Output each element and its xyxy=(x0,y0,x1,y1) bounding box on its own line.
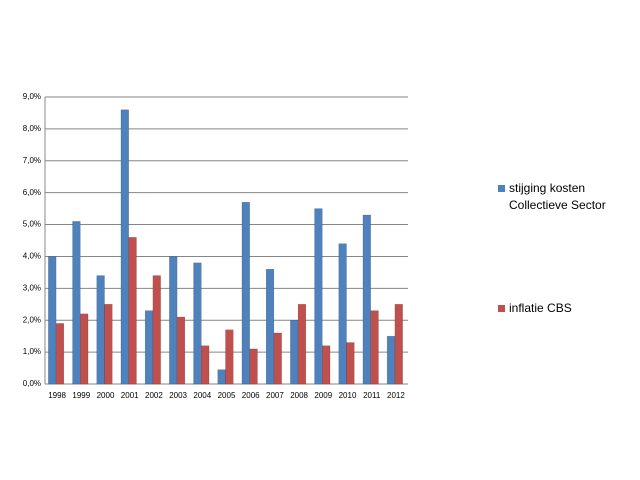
legend-label: stijging kosten Collectieve Sector xyxy=(509,181,606,212)
x-tick-label: 2005 xyxy=(218,391,236,400)
bar xyxy=(55,323,65,385)
bar xyxy=(120,109,129,385)
bar xyxy=(72,221,81,385)
bar xyxy=(265,268,275,385)
bar xyxy=(225,329,234,385)
x-tick-label: 1999 xyxy=(72,391,90,400)
y-tick-label: 4,0% xyxy=(23,252,41,261)
bar xyxy=(338,243,347,385)
bar xyxy=(104,304,113,385)
bar xyxy=(80,313,89,385)
bar xyxy=(386,335,396,385)
x-tick-label: 2000 xyxy=(97,391,115,400)
x-tick-label: 2009 xyxy=(314,391,332,400)
bar xyxy=(346,342,355,385)
legend-swatch xyxy=(498,185,505,192)
x-tick-label: 1998 xyxy=(48,391,66,400)
bar xyxy=(176,316,186,385)
bar xyxy=(273,332,282,385)
bar xyxy=(96,275,105,385)
legend-swatch xyxy=(498,305,505,312)
y-tick-label: 0,0% xyxy=(23,379,41,388)
bar xyxy=(290,319,299,385)
x-tick-label: 2003 xyxy=(169,391,187,400)
bar xyxy=(241,201,250,385)
y-tick-label: 6,0% xyxy=(23,188,41,197)
bar xyxy=(169,256,178,385)
bar xyxy=(297,304,307,385)
y-tick-label: 7,0% xyxy=(23,156,41,165)
x-tick-label: 2007 xyxy=(266,391,284,400)
x-tick-label: 2010 xyxy=(339,391,357,400)
y-tick-label: 8,0% xyxy=(23,124,41,133)
y-tick-label: 9,0% xyxy=(23,92,41,101)
bar xyxy=(370,310,379,385)
legend-entry: stijging kosten Collectieve Sector xyxy=(498,180,638,214)
bar xyxy=(201,345,210,385)
x-tick-label: 2004 xyxy=(193,391,211,400)
y-tick-label: 3,0% xyxy=(23,283,41,292)
bar xyxy=(394,304,403,385)
x-tick-label: 2012 xyxy=(387,391,405,400)
bar xyxy=(217,369,226,385)
x-tick-label: 2002 xyxy=(145,391,163,400)
bar xyxy=(128,237,137,385)
legend-entry: inflatie CBS xyxy=(498,300,638,317)
bar xyxy=(249,348,258,385)
x-tick-label: 2011 xyxy=(363,391,381,400)
bar xyxy=(193,262,202,385)
bar xyxy=(322,345,331,385)
y-tick-label: 5,0% xyxy=(23,220,41,229)
y-tick-label: 1,0% xyxy=(23,347,41,356)
x-tick-label: 2008 xyxy=(290,391,308,400)
bar xyxy=(314,208,323,385)
bar xyxy=(144,310,154,385)
bar xyxy=(362,214,371,385)
bar xyxy=(152,275,161,385)
y-tick-label: 2,0% xyxy=(23,315,41,324)
x-tick-label: 2001 xyxy=(121,391,139,400)
x-tick-label: 2006 xyxy=(242,391,260,400)
bar xyxy=(48,256,57,385)
legend-label: inflatie CBS xyxy=(509,301,572,315)
